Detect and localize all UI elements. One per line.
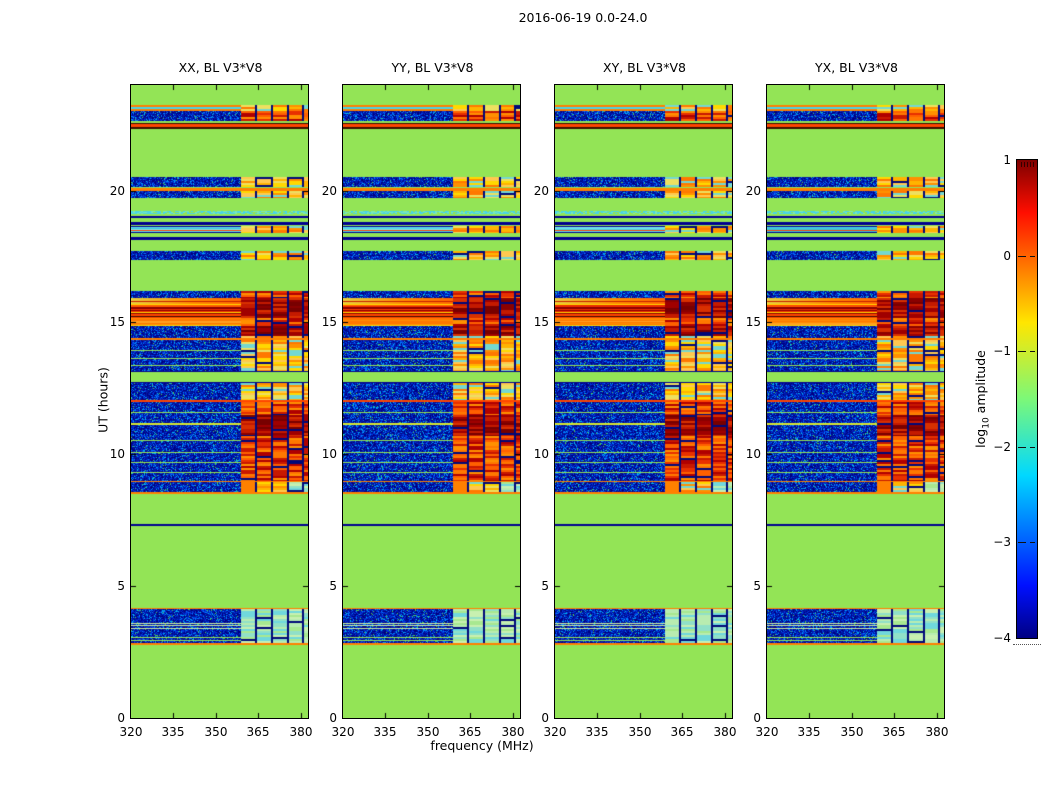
spectrogram-panel-xx: XX, BL V3*V8 (130, 60, 309, 719)
x-tick-label: 350 (204, 725, 228, 739)
colorbar-underflow-dashes (1013, 644, 1041, 645)
y-tick-label: 15 (745, 315, 761, 329)
x-tick-label: 350 (840, 725, 864, 739)
colorbar-tick-mark (1030, 256, 1035, 257)
spectrogram-panel-xy: XY, BL V3*V8 (554, 60, 733, 719)
colorbar-overflow-hatch (1033, 162, 1034, 167)
y-tick-label: 20 (745, 184, 761, 198)
colorbar-tick-mark (1018, 542, 1026, 543)
panel-title: YY, BL V3*V8 (391, 60, 474, 75)
y-tick-label: 20 (533, 184, 549, 198)
x-tick-label: 350 (628, 725, 652, 739)
y-tick-label: 15 (533, 315, 549, 329)
spectrogram-canvas (343, 85, 520, 718)
x-tick-label: 320 (543, 725, 567, 739)
x-tick-label: 365 (882, 725, 906, 739)
colorbar-overflow-hatch (1021, 162, 1022, 167)
colorbar-tick-mark (1030, 351, 1035, 352)
spectrogram-panel-yx: YX, BL V3*V8 (766, 60, 945, 719)
x-tick-label: 335 (585, 725, 609, 739)
x-tick-label: 365 (246, 725, 270, 739)
x-tick-label: 380 (925, 725, 949, 739)
x-tick-label: 335 (161, 725, 185, 739)
colorbar-tick-label: −1 (993, 344, 1011, 359)
spectrogram-canvas (555, 85, 732, 718)
panel-title: XY, BL V3*V8 (603, 60, 686, 75)
y-tick-label: 5 (329, 579, 337, 593)
colorbar-tick-mark (1018, 447, 1026, 448)
x-tick-label: 335 (373, 725, 397, 739)
colorbar (1016, 159, 1038, 639)
x-tick-label: 350 (416, 725, 440, 739)
x-tick-label: 320 (119, 725, 143, 739)
spectrogram-canvas (767, 85, 944, 718)
colorbar-overflow-hatch (1030, 162, 1031, 167)
x-tick-label: 320 (755, 725, 779, 739)
y-tick-label: 10 (745, 447, 761, 461)
y-tick-label: 15 (109, 315, 125, 329)
x-tick-label: 380 (713, 725, 737, 739)
y-tick-label: 0 (329, 711, 337, 725)
x-tick-label: 365 (670, 725, 694, 739)
y-tick-label: 0 (541, 711, 549, 725)
y-tick-label: 20 (321, 184, 337, 198)
colorbar-tick-label: −2 (993, 439, 1011, 454)
colorbar-tick-mark (1030, 542, 1035, 543)
x-axis-label: frequency (MHz) (430, 738, 534, 753)
colorbar-tick-mark (1030, 447, 1035, 448)
y-tick-label: 0 (753, 711, 761, 725)
y-tick-label: 5 (117, 579, 125, 593)
panel-title: YX, BL V3*V8 (815, 60, 898, 75)
colorbar-tick-label: −4 (993, 631, 1011, 645)
x-tick-label: 335 (797, 725, 821, 739)
y-tick-label: 15 (321, 315, 337, 329)
y-tick-label: 5 (753, 579, 761, 593)
colorbar-tick-mark (1018, 256, 1026, 257)
colorbar-tick-label: 1 (1003, 153, 1011, 167)
y-tick-label: 5 (541, 579, 549, 593)
y-tick-label: 10 (533, 447, 549, 461)
x-tick-label: 380 (501, 725, 525, 739)
x-tick-label: 365 (458, 725, 482, 739)
y-tick-label: 0 (117, 711, 125, 725)
y-tick-label: 10 (321, 447, 337, 461)
spectrogram-panel-yy: YY, BL V3*V8 (342, 60, 521, 719)
colorbar-tick-mark (1018, 351, 1026, 352)
panel-title: XX, BL V3*V8 (178, 60, 263, 75)
figure-title: 2016-06-19 0.0-24.0 (518, 10, 648, 25)
colorbar-overflow-hatch (1024, 162, 1025, 167)
colorbar-tick-label: 0 (1003, 248, 1011, 263)
y-tick-label: 20 (109, 184, 125, 198)
x-tick-label: 380 (289, 725, 313, 739)
x-tick-label: 320 (331, 725, 355, 739)
colorbar-tick-label: −3 (993, 535, 1011, 550)
y-tick-label: 10 (109, 447, 125, 461)
spectrogram-canvas (131, 85, 308, 718)
colorbar-overflow-hatch (1027, 162, 1028, 167)
